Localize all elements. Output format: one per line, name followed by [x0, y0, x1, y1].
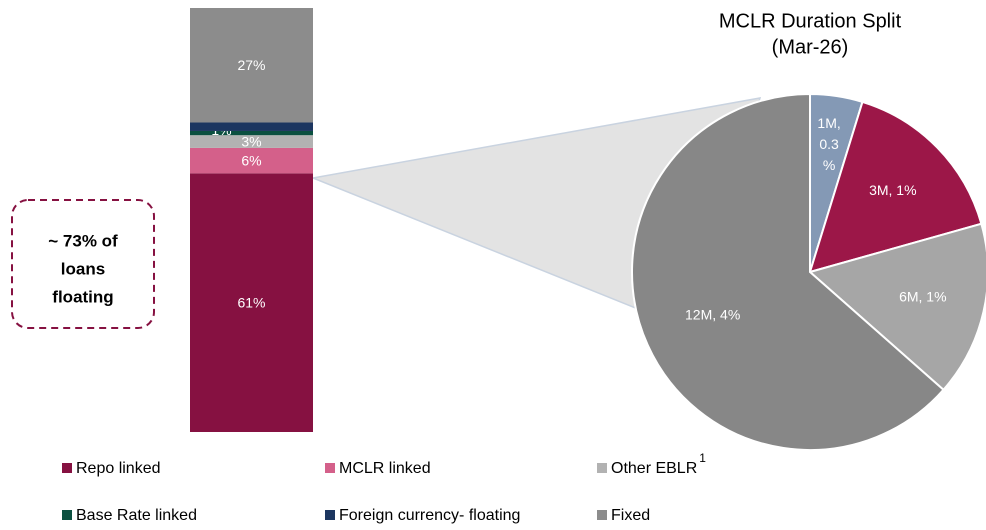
- annotation-text: loans: [61, 259, 105, 278]
- legend-swatch: [597, 463, 607, 473]
- bar-segment: [190, 147, 313, 174]
- legend-swatch: [325, 510, 335, 520]
- pie-slice: [631, 92, 945, 451]
- legend-swatch: [62, 463, 72, 473]
- legend-swatch: [597, 510, 607, 520]
- segment-label: 6%: [241, 152, 261, 168]
- legend-label: Base Rate linked: [76, 507, 197, 524]
- legend-swatch: [62, 510, 72, 520]
- annotation-text: floating: [52, 287, 113, 306]
- bar-segment: [190, 135, 313, 148]
- legend-swatch: [325, 463, 335, 473]
- slice-label: 6M, 1%: [899, 288, 946, 304]
- bar-segment: [190, 130, 313, 136]
- segment-label: 3%: [241, 133, 261, 149]
- pie-title: MCLR Duration Split: [719, 10, 902, 32]
- pie-slice: [807, 222, 986, 392]
- slice-label: 1M,: [817, 115, 840, 131]
- legend-label: MCLR linked: [339, 460, 431, 477]
- bar-segment: [190, 8, 313, 123]
- slice-label: 0.3: [819, 136, 839, 152]
- legend-label: Fixed: [611, 507, 650, 524]
- bar-segment: [190, 173, 313, 433]
- legend-superscript: 1: [699, 451, 706, 465]
- slice-label: %: [823, 157, 835, 173]
- segment-label: 27%: [237, 57, 265, 73]
- pie-slice: [808, 100, 983, 274]
- bar-segment: [190, 122, 313, 131]
- annotation-box: [11, 199, 155, 329]
- legend-label: Other EBLR: [611, 460, 697, 477]
- slice-label: 3M, 1%: [869, 182, 916, 198]
- legend-label: Foreign currency- floating: [339, 507, 520, 524]
- annotation-text: ~ 73% of: [48, 231, 118, 250]
- legend-label: Repo linked: [76, 460, 161, 477]
- slice-label: 12M, 4%: [685, 307, 740, 323]
- segment-label: 61%: [237, 294, 265, 310]
- pie-subtitle: (Mar-26): [772, 36, 849, 58]
